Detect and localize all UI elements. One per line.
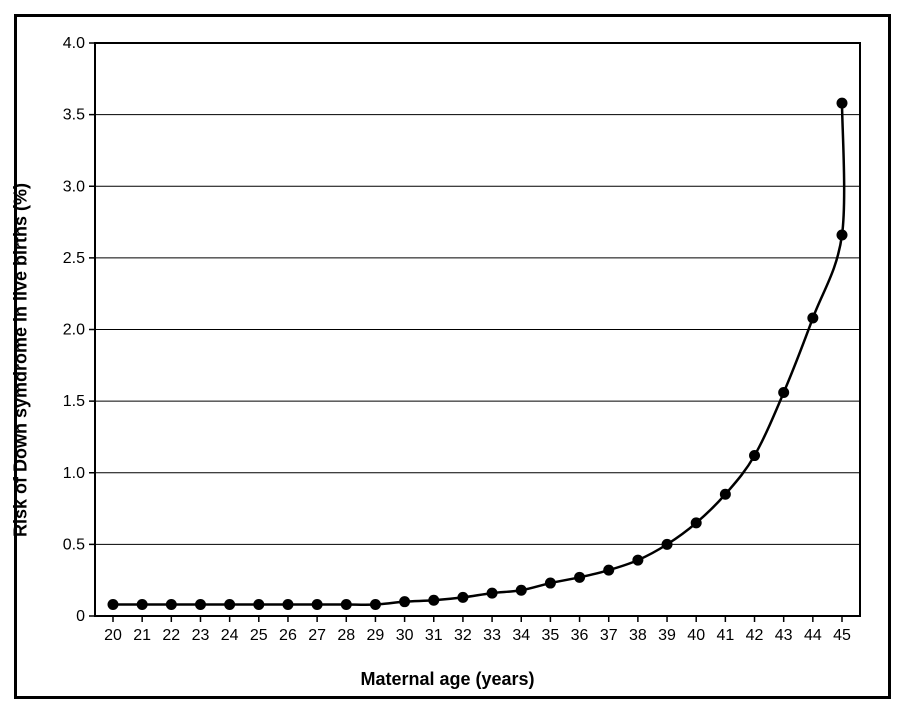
data-marker [341, 599, 352, 610]
data-marker [662, 539, 673, 550]
data-marker [428, 595, 439, 606]
y-tick-label: 3.5 [63, 107, 85, 124]
data-marker [574, 572, 585, 583]
data-marker [778, 387, 789, 398]
data-marker [516, 585, 527, 596]
x-axis-label: Maternal age (years) [360, 669, 534, 690]
y-tick-label: 1.0 [63, 465, 85, 482]
x-tick-label: 40 [687, 627, 705, 644]
x-tick-label: 32 [454, 627, 472, 644]
data-marker [108, 599, 119, 610]
x-tick-label: 27 [308, 627, 326, 644]
x-tick-label: 43 [775, 627, 793, 644]
data-marker [837, 229, 848, 240]
data-marker [370, 599, 381, 610]
x-tick-label: 34 [512, 627, 530, 644]
x-tick-label: 44 [804, 627, 822, 644]
data-marker [224, 599, 235, 610]
x-tick-label: 23 [192, 627, 210, 644]
x-tick-label: 33 [483, 627, 501, 644]
data-marker [720, 489, 731, 500]
data-marker [253, 599, 264, 610]
y-tick-label: 2.5 [63, 250, 85, 267]
x-tick-label: 41 [716, 627, 734, 644]
x-tick-label: 39 [658, 627, 676, 644]
x-tick-label: 26 [279, 627, 297, 644]
data-marker [749, 450, 760, 461]
x-tick-label: 38 [629, 627, 647, 644]
x-tick-label: 37 [600, 627, 618, 644]
y-tick-label: 0 [76, 608, 85, 625]
x-tick-label: 36 [571, 627, 589, 644]
y-axis-label: Risk of Down symdrome in live births (%) [11, 182, 32, 536]
x-tick-label: 45 [833, 627, 851, 644]
y-tick-label: 1.5 [63, 393, 85, 410]
x-tick-label: 30 [396, 627, 414, 644]
y-tick-label: 2.0 [63, 322, 85, 339]
data-marker [137, 599, 148, 610]
x-tick-label: 31 [425, 627, 443, 644]
data-marker [312, 599, 323, 610]
data-marker [545, 578, 556, 589]
data-marker [632, 555, 643, 566]
data-marker [457, 592, 468, 603]
chart-container: Risk of Down symdrome in live births (%)… [25, 31, 870, 688]
data-marker [691, 517, 702, 528]
data-marker [487, 588, 498, 599]
data-marker [399, 596, 410, 607]
x-tick-label: 28 [337, 627, 355, 644]
x-tick-label: 24 [221, 627, 239, 644]
x-tick-label: 35 [542, 627, 560, 644]
x-tick-label: 22 [162, 627, 180, 644]
x-tick-label: 20 [104, 627, 122, 644]
x-tick-label: 25 [250, 627, 268, 644]
y-tick-label: 4.0 [63, 35, 85, 52]
chart-frame: Risk of Down symdrome in live births (%)… [14, 14, 891, 699]
x-tick-label: 21 [133, 627, 151, 644]
data-marker [282, 599, 293, 610]
line-chart: 0 0.5 1.0 1.5 2.0 2.5 3.0 3.5 4.0 20 21 22 23 24 25 26 2… [25, 31, 870, 681]
data-marker [166, 599, 177, 610]
data-marker [807, 313, 818, 324]
x-tick-label: 42 [746, 627, 764, 644]
data-marker [195, 599, 206, 610]
data-marker [603, 565, 614, 576]
x-tick-label: 29 [367, 627, 385, 644]
y-tick-label: 3.0 [63, 178, 85, 195]
data-marker [837, 98, 848, 109]
y-tick-label: 0.5 [63, 536, 85, 553]
data-line [113, 103, 844, 605]
